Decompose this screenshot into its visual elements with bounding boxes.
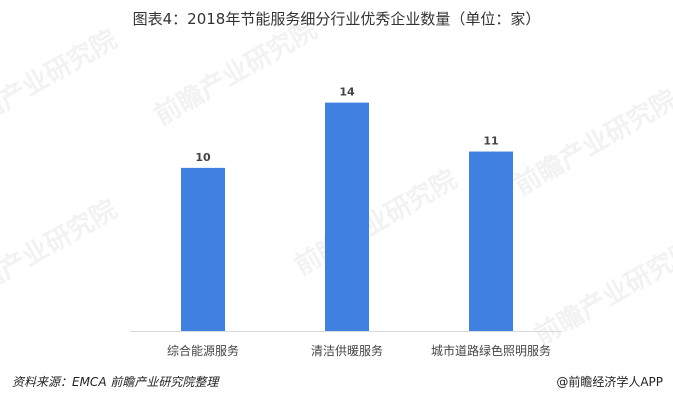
data-label: 14 [339,86,355,99]
watermark-text: 前瞻产业研究院 [529,234,673,352]
bar [325,102,369,331]
bar [181,167,225,331]
x-tick-label: 综合能源服务 [167,343,239,358]
source-note: 资料来源：EMCA 前瞻产业研究院整理 [12,375,219,389]
watermark-text: 前瞻产业研究院 [0,194,122,312]
bar [469,151,513,331]
data-label: 11 [483,135,498,148]
watermark-text: 前瞻产业研究院 [0,24,122,142]
brand-label: @前瞻经济学人APP [556,375,663,389]
watermark-text: 前瞻产业研究院 [509,84,673,202]
watermark-text: 前瞻产业研究院 [289,164,462,282]
x-tick-label: 清洁供暖服务 [311,343,383,358]
data-label: 10 [195,151,211,164]
chart-title: 图表4：2018年节能服务细分行业优秀企业数量（单位：家） [132,10,541,28]
watermark-text: 前瞻产业研究院 [149,14,322,132]
x-tick-label: 城市道路绿色照明服务 [431,343,551,358]
